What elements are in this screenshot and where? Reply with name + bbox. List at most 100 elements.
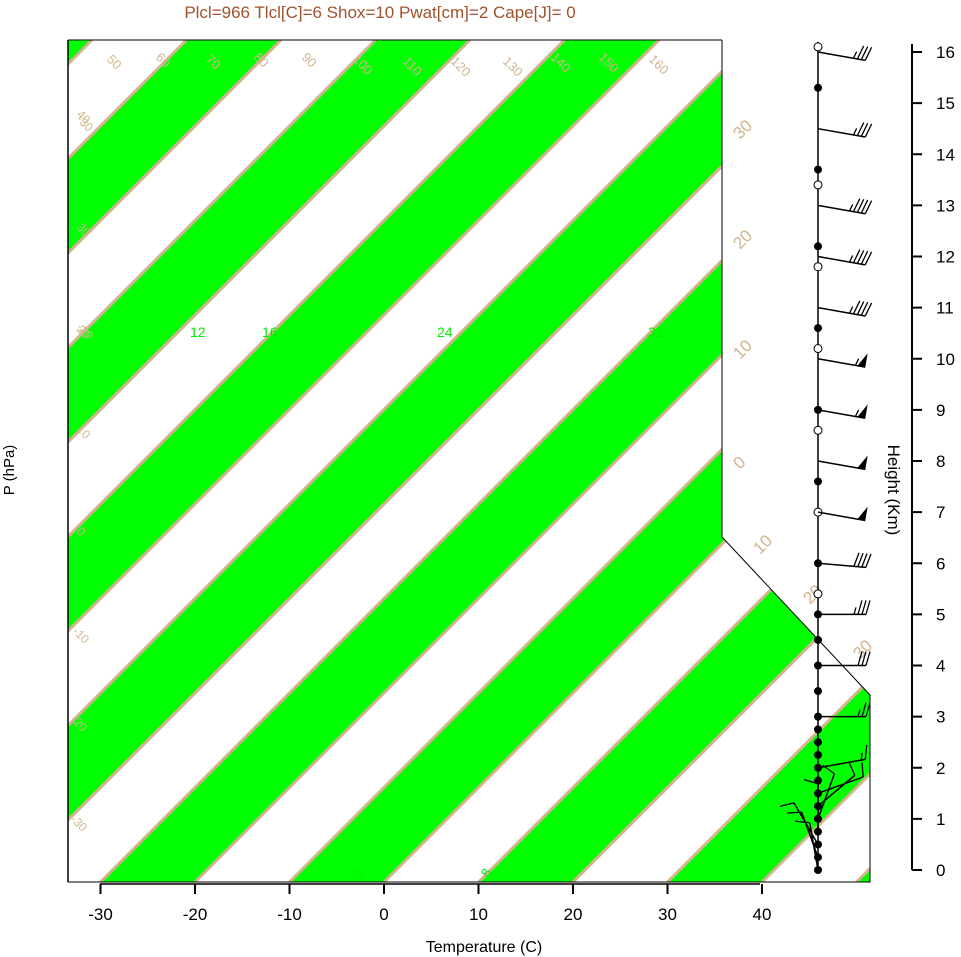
wind-level-marker bbox=[813, 180, 823, 190]
height-tick-label: 5 bbox=[936, 605, 945, 624]
wind-barb-feather bbox=[864, 302, 873, 317]
isotherm-label: 160 bbox=[646, 52, 672, 78]
wind-barb-half-feather bbox=[854, 358, 860, 366]
x-tick-label: -30 bbox=[88, 905, 113, 924]
wind-barb-shaft bbox=[817, 255, 866, 266]
isotherm-line bbox=[193, 40, 870, 882]
wind-barb-half-feather bbox=[853, 607, 857, 615]
height-tick-label: 1 bbox=[936, 810, 945, 829]
wind-barb-shaft bbox=[817, 409, 866, 419]
x-tick-label: 0 bbox=[379, 905, 388, 924]
x-tick-label: 20 bbox=[564, 905, 583, 924]
moist-adiabat-label: 32 bbox=[648, 324, 664, 340]
wind-barb-feather bbox=[861, 702, 867, 717]
temperature-band bbox=[68, 40, 470, 882]
wind-barb-feather bbox=[860, 122, 869, 137]
wind-level-marker bbox=[814, 635, 822, 644]
wind-barb-pennant bbox=[857, 404, 868, 419]
wind-level-marker bbox=[813, 344, 823, 354]
height-tick-label: 14 bbox=[936, 145, 955, 164]
wind-barb-feather bbox=[860, 199, 869, 214]
dry-adiabat-label: 30 bbox=[729, 116, 756, 143]
height-tick-label: 16 bbox=[936, 43, 955, 62]
height-tick-label: 2 bbox=[936, 759, 945, 778]
moist-adiabat-label: 12 bbox=[190, 324, 206, 340]
dry-adiabat-label: 10 bbox=[729, 336, 756, 363]
wind-barb-feather bbox=[856, 45, 865, 60]
isotherm-line bbox=[571, 40, 870, 882]
wind-barb-feather bbox=[860, 250, 869, 265]
chart-title: Plcl=966 Tlcl[C]=6 Shox=10 Pwat[cm]=2 Ca… bbox=[184, 3, 575, 22]
wind-level-marker bbox=[814, 242, 822, 251]
wind-barb-feather bbox=[864, 744, 868, 760]
wind-level-marker bbox=[813, 42, 823, 52]
wind-barb-feather bbox=[865, 651, 871, 666]
wind-level-marker bbox=[814, 750, 822, 759]
wind-barb-shaft bbox=[817, 511, 866, 522]
isotherm-line bbox=[951, 40, 961, 882]
wind-barb-shaft bbox=[817, 358, 866, 368]
wind-level-marker bbox=[814, 477, 822, 486]
height-tick-label: 11 bbox=[936, 299, 954, 318]
wind-barb-half-feather bbox=[852, 51, 858, 59]
wind-barb-feather bbox=[795, 820, 810, 824]
wind-barb-half-feather bbox=[848, 204, 854, 212]
wind-level-marker bbox=[814, 687, 822, 696]
isotherm-line bbox=[68, 40, 472, 882]
wind-barb-pennant bbox=[857, 455, 868, 470]
wind-barb-feather bbox=[861, 651, 867, 666]
wind-barb-shaft bbox=[793, 802, 819, 845]
wind-barb-shaft bbox=[817, 774, 856, 807]
wind-barb-shaft bbox=[817, 460, 866, 471]
isotherm-line bbox=[288, 40, 870, 882]
wind-barb-feather bbox=[860, 301, 869, 316]
wind-barb-pennant bbox=[857, 506, 868, 521]
height-tick-label: 12 bbox=[936, 248, 955, 267]
isotherm-line bbox=[68, 40, 661, 882]
height-tick-label: 13 bbox=[936, 196, 955, 215]
isotherm-line bbox=[68, 40, 283, 882]
wind-barb-half-feather bbox=[852, 128, 858, 136]
wind-barb-half-feather bbox=[848, 255, 854, 263]
wind-barb-feather bbox=[852, 198, 861, 212]
wind-barb-feather bbox=[864, 251, 873, 266]
isotherm-line bbox=[68, 40, 755, 882]
height-tick-label: 9 bbox=[936, 401, 945, 420]
wind-level-marker bbox=[813, 589, 823, 599]
y-axis-title: P (hPa) bbox=[1, 445, 18, 496]
wind-barb-half-feather bbox=[857, 709, 861, 717]
plot-area bbox=[68, 40, 961, 882]
height-tick-label: 4 bbox=[936, 657, 945, 676]
x-tick-label: -20 bbox=[183, 905, 208, 924]
wind-barb-feather bbox=[853, 552, 860, 567]
dry-adiabat-label: 20 bbox=[729, 226, 756, 253]
wind-level-marker bbox=[814, 725, 822, 734]
wind-barb-feather bbox=[857, 600, 863, 615]
isotherm-label: 130 bbox=[500, 54, 526, 80]
isotherm-label: 50 bbox=[104, 52, 125, 73]
wind-level-marker bbox=[813, 425, 823, 435]
isotherm-line bbox=[666, 40, 870, 882]
wind-level-marker bbox=[814, 324, 822, 333]
wind-barb-feather bbox=[856, 198, 865, 213]
temperature-band bbox=[68, 40, 848, 882]
wind-barb-feather bbox=[856, 122, 865, 136]
wind-barb-feather bbox=[857, 651, 863, 666]
wind-barb-feather bbox=[865, 702, 871, 717]
dry-adiabat-label: 10 bbox=[749, 531, 776, 558]
height-tick-label: 0 bbox=[936, 861, 945, 880]
isotherm-label: 90 bbox=[299, 50, 320, 71]
wind-level-marker bbox=[814, 83, 822, 92]
height-tick-label: 7 bbox=[936, 503, 945, 522]
moist-adiabat-label: 24 bbox=[437, 324, 453, 340]
wind-barbs bbox=[779, 41, 873, 874]
wind-barb-feather bbox=[861, 762, 864, 777]
x-tick-label: -10 bbox=[277, 905, 302, 924]
wind-level-marker bbox=[814, 738, 822, 747]
wind-barb-feather bbox=[803, 779, 819, 785]
x-tick-label: 10 bbox=[469, 905, 488, 924]
wind-barb-shaft bbox=[817, 773, 836, 820]
wind-barb-feather bbox=[848, 761, 856, 776]
height-tick-label: 10 bbox=[936, 350, 955, 369]
